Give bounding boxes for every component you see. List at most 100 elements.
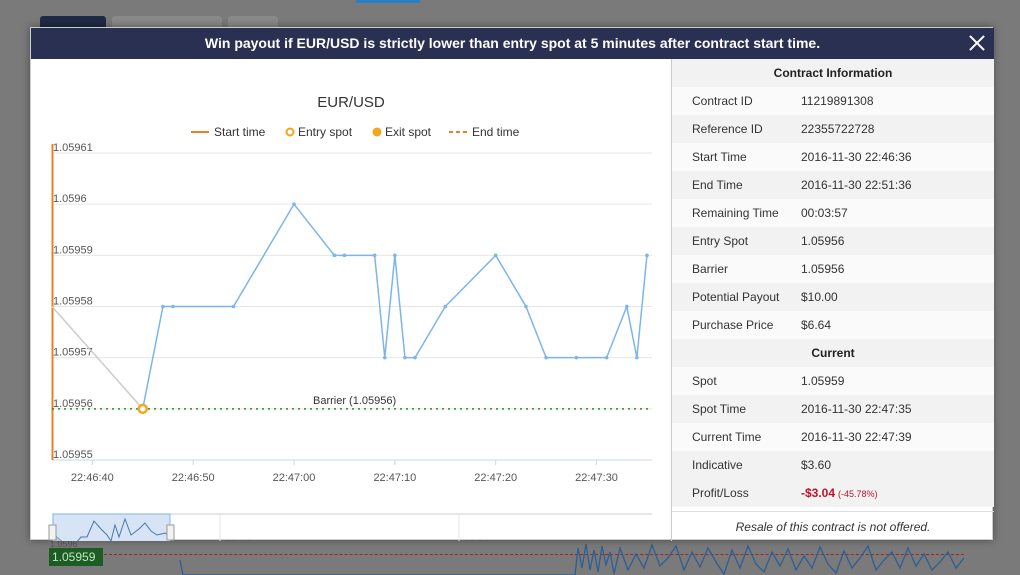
price-point [635,355,639,360]
legend-label: Exit spot [385,125,432,139]
x-tick-label: 22:47:30 [575,472,618,484]
current-label: Current Time [692,430,762,444]
current-label: Indicative [692,458,743,472]
contract-info-table: Contract ID 11219891308 Reference ID 223557… [672,87,994,339]
current-row: Spot 1.05959 [672,367,994,395]
x-tick-label: 22:46:40 [71,472,114,484]
current-row: Spot Time 2016-11-30 22:47:35 [672,395,994,423]
current-value: 2016-11-30 22:47:39 [801,430,912,444]
contract-info-label: Start Time [692,150,747,164]
x-tick-label: 22:46:50 [172,472,215,484]
contract-info-row: End Time 2016-11-30 22:51:36 [672,171,994,199]
navigator-label: 22:48 [224,539,252,541]
contract-info-value: 2016-11-30 22:46:36 [801,150,912,164]
navigator-line [52,517,171,541]
info-panel: Contract Information Contract ID 11219891… [672,59,994,541]
y-tick-label: 1.05961 [53,142,93,154]
price-point [493,253,498,258]
price-point [544,355,548,360]
contract-info-label: Remaining Time [692,206,779,220]
current-value: 1.05959 [801,374,845,388]
contract-info-row: Purchase Price $6.64 [672,311,994,339]
profit-loss-row: Profit/Loss -$3.04 (-45.78%) [672,479,994,507]
barrier-label: Barrier (1.05956) [313,395,396,407]
price-point [372,253,377,258]
current-label: Spot Time [692,402,747,416]
price-point [443,304,448,309]
contract-info-row: Barrier 1.05956 [672,255,994,283]
contract-info-row: Reference ID 22355722728 [672,115,994,143]
contract-info-row: Start Time 2016-11-30 22:46:36 [672,143,994,171]
y-tick-label: 1.05955 [53,449,93,461]
contract-info-value: 1.05956 [801,262,845,276]
navigator-right-handle [166,524,175,541]
contract-modal: Win payout if EUR/USD is strictly lower … [30,27,994,541]
price-point [171,304,175,309]
y-tick-label: 1.0596 [53,193,87,205]
legend-item: Entry spot [285,125,353,139]
profit-loss-value: -$3.04 [801,486,836,500]
price-point [393,253,397,258]
price-point [524,304,528,309]
chart-area: EUR/USD Start time Entry spot Exit spot End… [31,59,672,541]
profit-loss-label: Profit/Loss [692,486,749,500]
bg-barrier-line [104,554,964,555]
contract-info-row: Remaining Time 00:03:57 [672,199,994,227]
resale-note: Resale of this contract is not offered. [672,511,994,541]
legend-item: Start time [191,125,266,139]
legend-label: Entry spot [298,125,353,139]
legend-label: End time [472,125,520,139]
contract-info-row: Potential Payout $10.00 [672,283,994,311]
price-point [413,355,417,360]
x-tick-label: 22:47:00 [273,472,316,484]
chart-title: EUR/USD [317,94,385,111]
profit-loss-percent: (-45.78%) [838,489,878,499]
price-point [231,304,236,309]
legend-label: Start time [214,125,266,139]
contract-info-value: $6.64 [801,318,832,332]
price-point [342,253,347,258]
contract-info-heading: Contract Information [672,59,994,87]
y-tick-label: 1.05956 [53,398,93,410]
modal-title: Win payout if EUR/USD is strictly lower … [204,35,821,51]
y-axis-ticks: 1.05961 1.0596 1.05959 1.05958 1.05957 1.0595… [53,142,93,461]
legend-filled-dot-icon [372,127,382,137]
contract-info-label: Contract ID [692,94,753,108]
legend-item: End time [449,125,520,139]
current-value: 2016-11-30 22:47:35 [801,402,912,416]
contract-info-label: Reference ID [692,122,763,136]
bg-spot-small: 1.0596 [50,539,78,549]
x-axis-ticks: 22:46:40 22:46:50 22:47:00 22:47:10 22:47:20… [71,460,618,484]
x-tick-label: 22:47:10 [373,472,416,484]
price-point [292,202,296,206]
current-row: Indicative $3.60 [672,451,994,479]
close-icon[interactable] [968,34,986,52]
price-point [382,355,387,360]
modal-header: Win payout if EUR/USD is strictly lower … [31,28,994,59]
entry-spot-marker [137,403,149,415]
contract-info-label: End Time [692,178,743,192]
price-point [574,355,579,360]
price-point [332,253,337,258]
pre-entry-line [51,306,144,410]
price-point [645,253,649,258]
navigator-left-handle [48,524,57,541]
chart-series: Barrier (1.05956) [51,144,652,460]
current-row: Current Time 2016-11-30 22:47:39 [672,423,994,451]
bg-price-chart [179,543,965,575]
profit-loss-value-cell: -$3.04 (-45.78%) [801,479,994,507]
contract-info-value: 11219891308 [801,94,874,108]
current-value: $3.60 [801,458,832,472]
price-point [161,304,165,309]
contract-info-label: Potential Payout [692,290,780,304]
bg-spot-badge: 1.05959 [49,548,103,566]
y-tick-label: 1.05959 [53,244,93,256]
contract-info-value: 00:03:57 [801,206,848,220]
contract-info-value: $10.00 [801,290,838,304]
price-point [604,355,609,360]
contract-info-value: 1.05956 [801,234,845,248]
contract-info-row: Contract ID 11219891308 [672,87,994,115]
chart-navigator[interactable]: 22:48 22:50 [48,513,652,541]
chart-legend: Start time Entry spot Exit spot End time [191,125,520,139]
navigator-label: 22:50 [463,539,491,541]
